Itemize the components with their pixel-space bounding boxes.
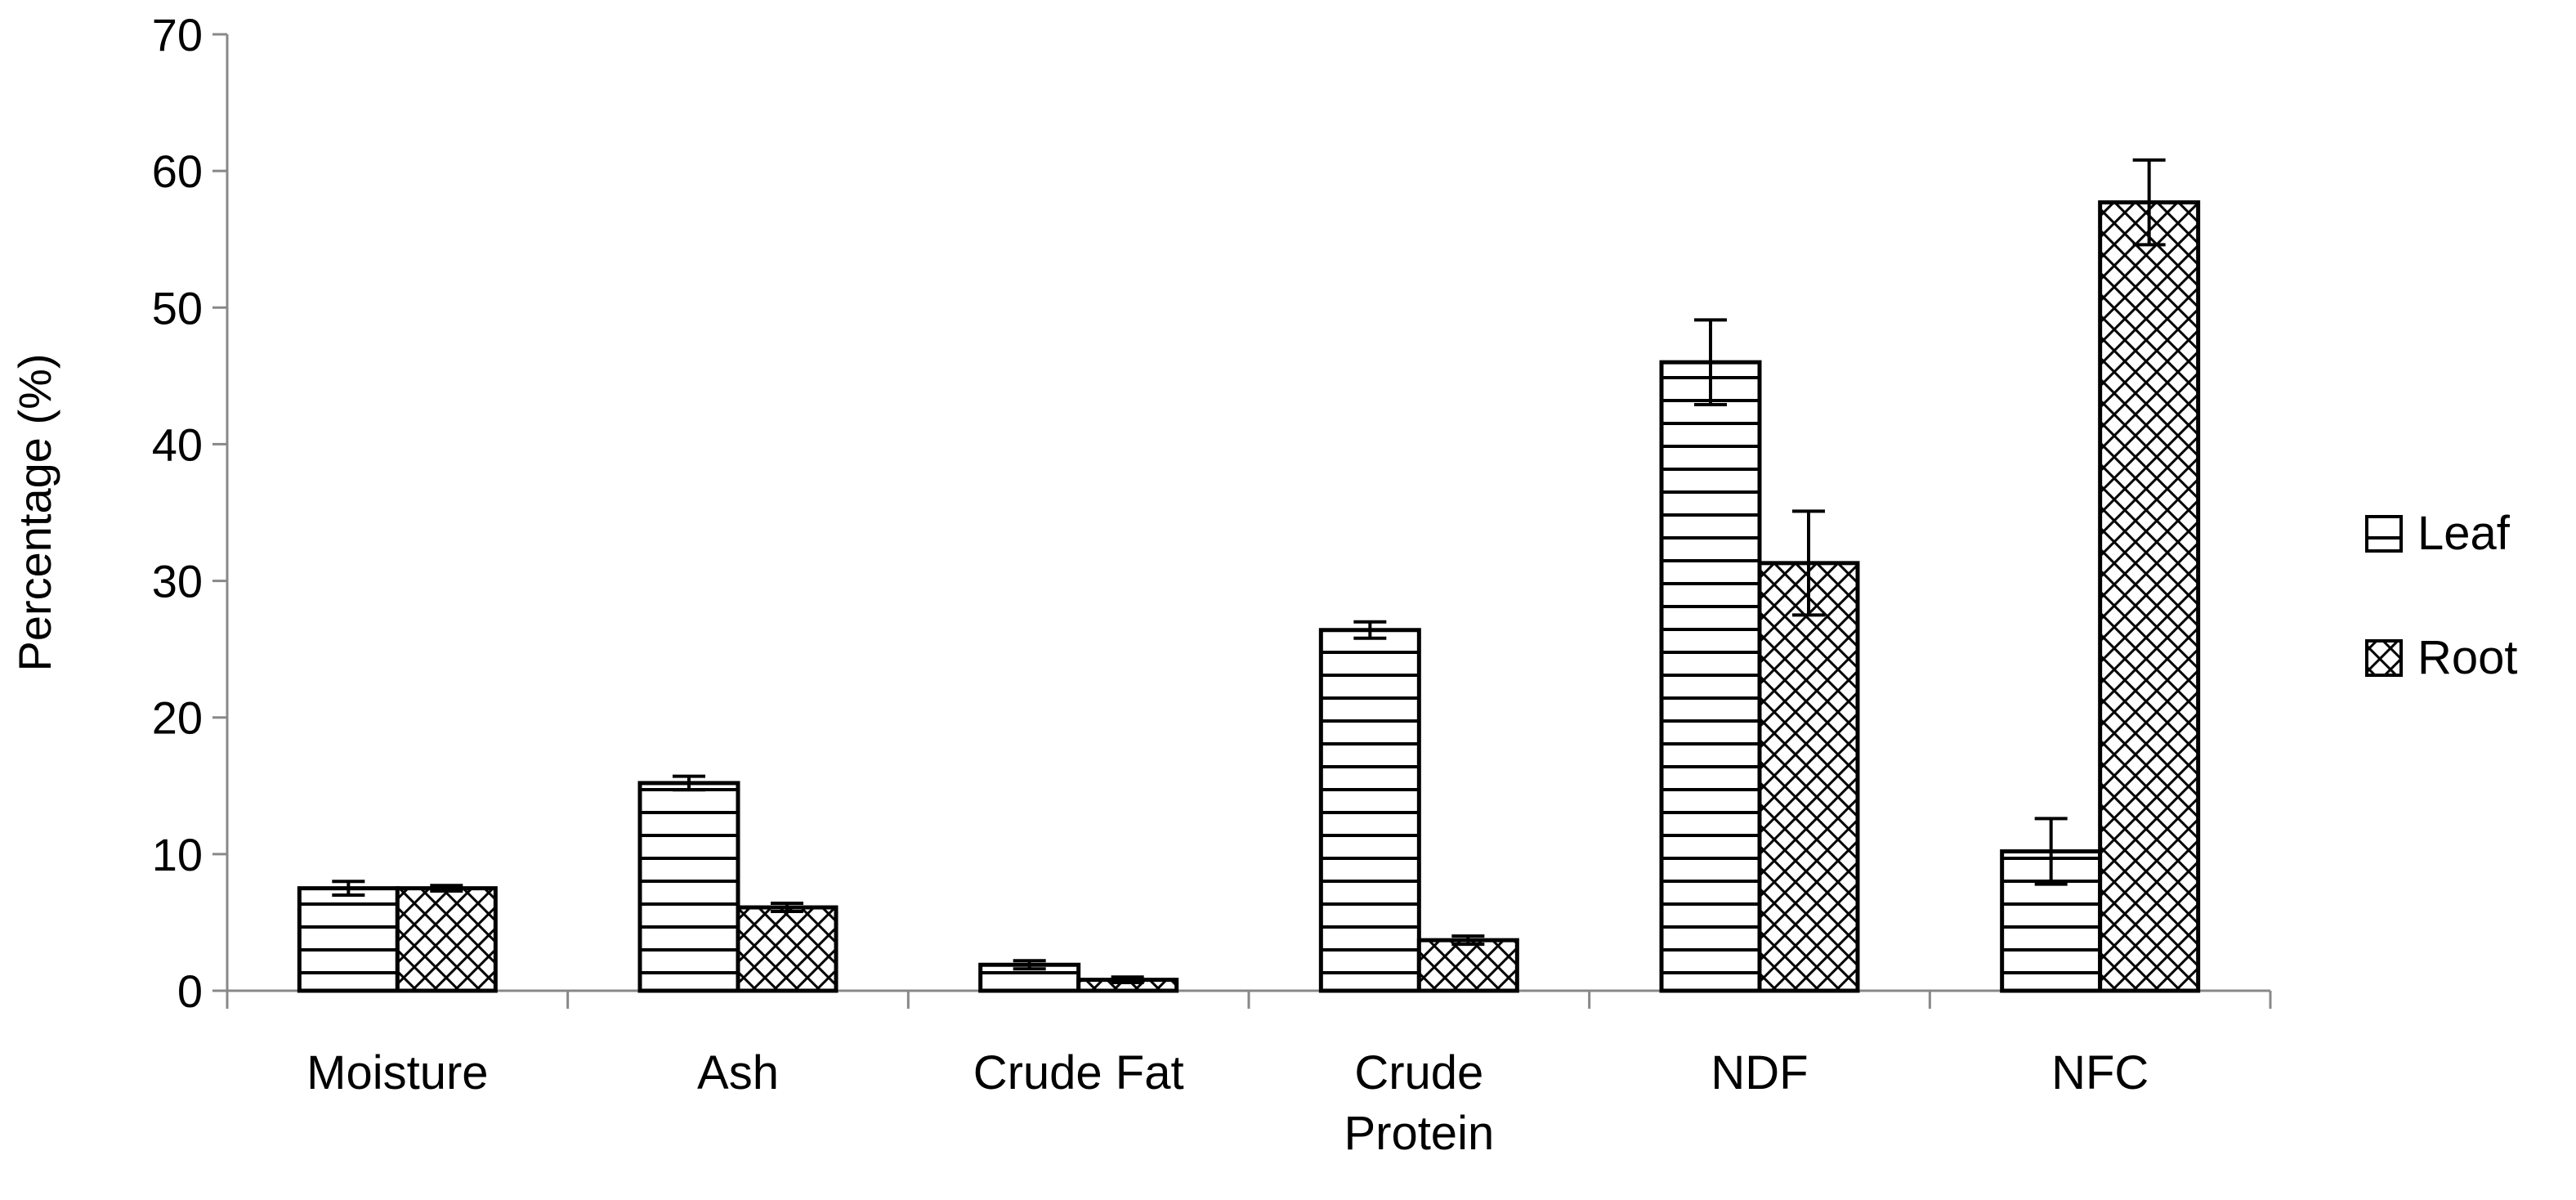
x-category-label: NFC: [2051, 1046, 2149, 1099]
bar-leaf: [297, 886, 400, 993]
y-axis-title: Percentage (%): [9, 353, 60, 671]
bar-root: [736, 905, 839, 993]
x-category-label: Ash: [697, 1046, 779, 1099]
bar-root: [395, 886, 498, 993]
y-tick-label: 20: [152, 692, 203, 744]
error-bar-leaf: [1013, 959, 1046, 971]
x-category-label: Crude Fat: [973, 1046, 1184, 1099]
error-bar-leaf: [673, 774, 705, 792]
bar-root: [1757, 561, 1860, 993]
bar-root: [2098, 200, 2201, 993]
error-bar-root: [2132, 158, 2166, 247]
legend-swatch: [2365, 639, 2403, 677]
y-tick-label: 40: [152, 419, 203, 470]
y-tick-label: 10: [152, 829, 203, 880]
error-bar-leaf: [1694, 318, 1727, 406]
error-bar-leaf: [332, 880, 365, 897]
legend: Leaf Root: [2365, 507, 2518, 684]
error-bars-layer: [332, 158, 2166, 984]
error-bar-root: [1111, 975, 1144, 984]
error-bar-leaf: [1353, 620, 1387, 640]
y-tick-label: 30: [152, 556, 203, 607]
legend-swatch: [2365, 515, 2403, 553]
legend-item-root: Root: [2365, 631, 2518, 684]
y-tick-label: 60: [152, 146, 203, 197]
bar-root: [1416, 938, 1519, 993]
legend-label: Leaf: [2417, 507, 2511, 560]
axes-layer: [212, 33, 2272, 1009]
y-tick-label: 70: [152, 9, 203, 60]
x-category-label: NDF: [1711, 1046, 1808, 1099]
labels-layer: 0 10 20 30 40 50 60 70 Percentage (%) Moisture Ash…: [9, 9, 2149, 1160]
error-bar-root: [1451, 934, 1485, 947]
x-category-label: Moisture: [306, 1046, 488, 1099]
error-bar-root: [771, 902, 803, 914]
error-bar-root: [1792, 509, 1825, 617]
bars-layer: [297, 200, 2201, 993]
legend-item-leaf: Leaf: [2365, 507, 2511, 560]
bar-leaf: [1318, 628, 1421, 993]
error-bar-leaf: [2034, 817, 2068, 886]
y-tick-label: 50: [152, 282, 203, 334]
x-category-label: Crude Protein: [1344, 1046, 1494, 1160]
bar-leaf: [1659, 360, 1762, 993]
bar-leaf: [637, 781, 740, 993]
legend-label: Root: [2417, 631, 2518, 684]
y-tick-label: 0: [177, 965, 203, 1017]
error-bar-root: [430, 884, 463, 893]
